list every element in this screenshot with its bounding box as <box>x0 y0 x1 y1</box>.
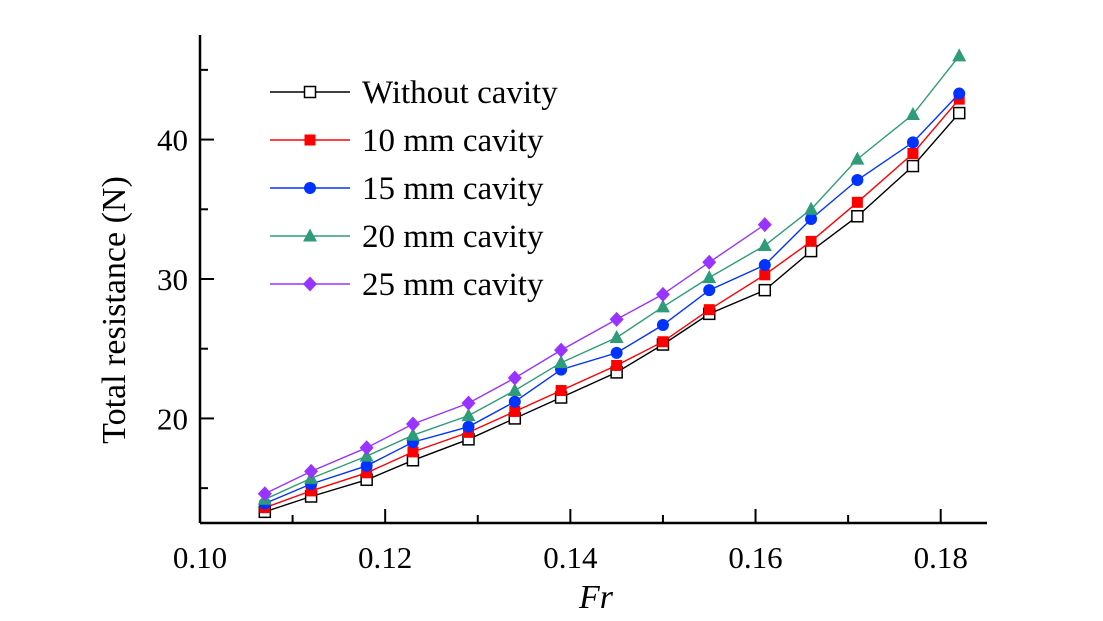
data-point <box>655 299 670 313</box>
legend-item: 25 mm cavity <box>270 267 544 303</box>
legend-marker <box>303 276 317 292</box>
data-point <box>555 385 567 397</box>
series-layer <box>257 48 967 519</box>
data-point <box>257 486 272 502</box>
legend-label: 25 mm cavity <box>362 267 544 303</box>
data-point <box>952 106 966 120</box>
data-point <box>702 270 717 284</box>
data-point <box>360 459 373 472</box>
data-point <box>461 408 476 422</box>
x-tick-label: 0.10 <box>173 540 227 575</box>
y-tick-label: 30 <box>157 262 188 297</box>
data-point <box>359 440 374 456</box>
legend: Without cavity 10 mm cavity 15 mm cavity 20… <box>270 75 558 303</box>
data-point <box>851 196 863 208</box>
data-point <box>509 405 521 417</box>
data-point <box>757 217 772 233</box>
data-point <box>609 330 624 344</box>
legend-marker <box>304 182 316 194</box>
y-axis-title: Total resistance (N) <box>96 176 133 444</box>
legend-item: 15 mm cavity <box>270 171 544 207</box>
y-tick-label: 20 <box>157 401 188 436</box>
data-point <box>953 87 966 100</box>
data-point <box>361 467 373 479</box>
data-point <box>758 259 771 272</box>
data-point <box>906 159 920 173</box>
data-point <box>905 106 920 120</box>
data-point <box>804 201 819 215</box>
data-point <box>554 342 569 358</box>
data-point <box>657 336 669 348</box>
data-point <box>850 151 865 165</box>
data-point <box>554 355 569 369</box>
data-point <box>805 213 818 226</box>
data-point <box>703 304 715 316</box>
data-point <box>304 463 319 479</box>
data-point <box>804 244 818 258</box>
series-line <box>264 224 766 495</box>
x-tick-label: 0.12 <box>358 540 412 575</box>
x-axis-title: Fr <box>578 579 614 616</box>
data-point <box>405 427 420 441</box>
data-point <box>851 210 864 223</box>
x-tick-label: 0.16 <box>728 540 782 575</box>
data-point <box>851 174 864 187</box>
x-tick-label: 0.14 <box>543 540 598 575</box>
data-point <box>610 346 623 359</box>
data-point <box>759 269 771 281</box>
legend-item: Without cavity <box>270 75 558 111</box>
legend-label: 20 mm cavity <box>362 219 544 255</box>
data-point <box>757 238 772 252</box>
data-point <box>405 416 420 432</box>
data-point <box>461 395 476 411</box>
legend-item: 20 mm cavity <box>270 219 544 255</box>
data-point <box>805 235 817 247</box>
legend-label: 10 mm cavity <box>362 123 544 159</box>
data-point <box>906 136 919 149</box>
data-point <box>462 420 475 433</box>
data-point <box>703 284 716 297</box>
legend-marker <box>304 134 316 146</box>
legend-label: 15 mm cavity <box>362 171 544 207</box>
data-point <box>407 446 419 458</box>
series-2 <box>258 87 966 510</box>
data-point <box>758 283 772 297</box>
data-point <box>907 148 919 160</box>
y-tick-label: 40 <box>157 123 188 158</box>
legend-marker <box>303 228 317 242</box>
data-point <box>655 286 670 302</box>
legend-item: 10 mm cavity <box>270 123 544 159</box>
data-point <box>609 311 624 327</box>
x-tick-label: 0.18 <box>914 540 968 575</box>
data-point <box>952 48 967 62</box>
data-point <box>656 319 669 332</box>
data-point <box>702 254 717 270</box>
axes: 0.10 0.12 0.14 0.16 0.18 20 30 40 <box>157 35 987 575</box>
legend-marker <box>303 85 317 99</box>
data-point <box>507 383 522 397</box>
data-point <box>507 370 522 386</box>
data-point <box>508 395 521 408</box>
data-point <box>305 485 317 497</box>
legend-label: Without cavity <box>362 75 558 111</box>
series-4 <box>257 217 772 502</box>
data-point <box>611 359 623 371</box>
series-3 <box>257 48 967 505</box>
